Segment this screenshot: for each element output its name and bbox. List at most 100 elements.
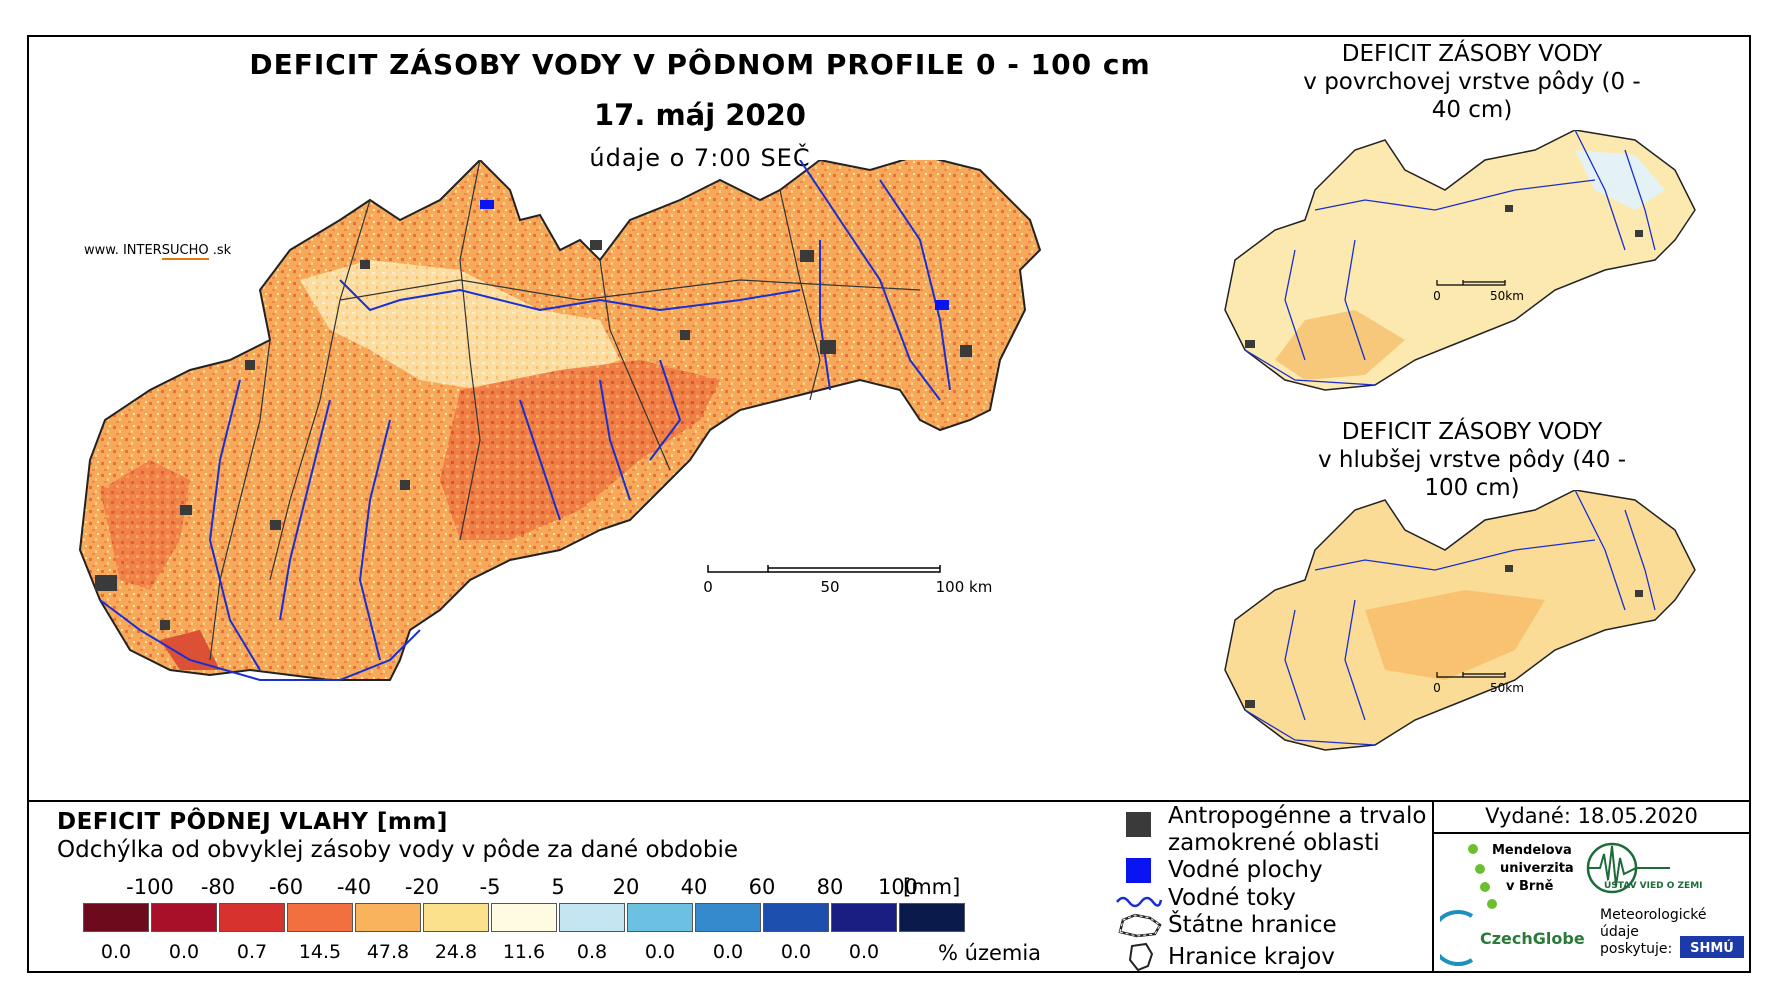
czechglobe-arc — [1440, 910, 1474, 966]
shmu-logo-text: SHMÚ — [1690, 940, 1734, 956]
legend-item-rivers: Vodné toky — [1168, 885, 1296, 911]
czechglobe-logo: CzechGlobe — [1480, 929, 1585, 948]
legend-item-state-border: Štátne hranice — [1168, 912, 1337, 938]
credits-panel — [1432, 800, 1751, 973]
ustav-logo-text: ÚSTAV VIED O ZEMI — [1604, 879, 1703, 891]
red-region — [440, 360, 720, 540]
legend-tick: -40 — [336, 875, 372, 899]
scale-label-100: 100 km — [936, 578, 993, 596]
legend-percent: 0.8 — [576, 941, 608, 963]
met-label-line1: Meteorologické — [1600, 907, 1707, 923]
main-date: 17. máj 2020 — [593, 98, 806, 132]
legend-swatch — [491, 903, 557, 932]
legend-swatch — [287, 903, 353, 932]
legend-tick: -5 — [479, 875, 501, 899]
legend-swatch — [83, 903, 149, 932]
legend-percent: 0.0 — [100, 941, 132, 963]
met-label-line2: údaje — [1600, 924, 1639, 940]
bottom-side-map: 0 50km — [1224, 490, 1696, 751]
main-time: údaje o 7:00 SEČ — [589, 144, 811, 172]
top-side-map: 0 50km — [1224, 130, 1696, 391]
website-link[interactable]: www. INTERSUCHO .sk — [84, 243, 232, 260]
issued-date: Vydané: 18.05.2020 — [1485, 804, 1698, 828]
top-scale-0: 0 — [1433, 289, 1441, 303]
region-border-icon — [1128, 942, 1154, 972]
legend-unit: [mm] — [903, 875, 961, 899]
legend-swatch — [219, 903, 285, 932]
website-prefix: www. INTER — [84, 243, 162, 258]
region-borders — [209, 160, 921, 661]
state-border-icon — [1118, 913, 1162, 938]
scale-label-50: 50 — [820, 578, 839, 596]
main-scale-bar — [707, 565, 941, 573]
legend-tick: 20 — [612, 875, 640, 899]
legend-swatch — [899, 903, 965, 932]
legend-swatch — [151, 903, 217, 932]
top-scale-50: 50km — [1490, 289, 1524, 303]
bottom-map-title-line1: DEFICIT ZÁSOBY VODY — [1341, 419, 1603, 445]
legend-item-water: Vodné plochy — [1168, 857, 1323, 883]
legend-percent: 0.0 — [780, 941, 812, 963]
legend-title: DEFICIT PÔDNEJ VLAHY [mm] — [57, 809, 448, 835]
legend-percent: 14.5 — [298, 941, 342, 963]
legend-percent: 24.8 — [434, 941, 478, 963]
legend-percent: 0.0 — [168, 941, 200, 963]
legend-panel — [27, 800, 1432, 975]
main-map: 0 50 100 km — [78, 160, 1042, 681]
legend-item-urban: Antropogénne a trvalo zamokrené oblasti — [1168, 803, 1426, 857]
light-region — [300, 260, 620, 390]
website-highlight: SUCHO — [161, 243, 209, 260]
legend-tick: -60 — [268, 875, 304, 899]
legend-percent-label: % územia — [938, 941, 1042, 965]
legend-swatch — [559, 903, 625, 932]
bottom-map-title: DEFICIT ZÁSOBY VODY v hlubšej vrstve pôd… — [1302, 418, 1642, 502]
website-suffix: .sk — [208, 243, 232, 258]
urban-area-symbol — [1126, 812, 1151, 837]
legend-percent: 0.0 — [644, 941, 676, 963]
mendel-line1: Mendelova — [1492, 843, 1572, 858]
legend-tick: 60 — [748, 875, 776, 899]
legend-percent: 0.7 — [236, 941, 268, 963]
legend-swatch — [695, 903, 761, 932]
water-body-symbol — [1126, 858, 1151, 883]
shmu-logo: SHMÚ — [1680, 936, 1744, 958]
red-region-south — [160, 630, 220, 670]
legend-percent: 11.6 — [502, 941, 546, 963]
mendel-line3: v Brně — [1506, 879, 1554, 894]
legend-tick: 40 — [680, 875, 708, 899]
bottom-map-title-line2: v hlubšej vrstve pôdy (40 - 100 cm) — [1317, 447, 1627, 501]
urban-areas — [95, 240, 972, 630]
top-map-title-line1: DEFICIT ZÁSOBY VODY — [1341, 41, 1603, 67]
bottom-scale-0: 0 — [1433, 681, 1441, 695]
met-label-line3: poskytuje: — [1600, 941, 1672, 957]
legend-percent: 0.0 — [712, 941, 744, 963]
river-symbol-icon — [1116, 896, 1163, 908]
legend-percent: 0.0 — [848, 941, 880, 963]
legend-swatch — [831, 903, 897, 932]
legend-swatch — [763, 903, 829, 932]
main-title: DEFICIT ZÁSOBY VODY V PÔDNOM PROFILE 0 -… — [249, 48, 1151, 81]
legend-swatch — [423, 903, 489, 932]
red-region-west — [100, 460, 190, 590]
legend-tick: -100 — [126, 875, 174, 899]
legend-tick: -80 — [200, 875, 236, 899]
scale-label-0: 0 — [703, 578, 713, 596]
bottom-scale-50: 50km — [1490, 681, 1524, 695]
mendel-line2: univerzita — [1500, 861, 1574, 876]
legend-item-urban-line1: Antropogénne a trvalo — [1168, 803, 1427, 829]
legend-subtitle: Odchýlka od obvyklej zásoby vody v pôde … — [57, 837, 738, 863]
legend-tick: -20 — [404, 875, 440, 899]
legend-swatch — [355, 903, 421, 932]
ustav-logo — [1586, 842, 1670, 894]
rivers — [99, 160, 951, 681]
legend-tick: 100 — [877, 875, 919, 899]
legend-percent: 47.8 — [366, 941, 410, 963]
top-map-title: DEFICIT ZÁSOBY VODY v povrchovej vrstve … — [1302, 40, 1642, 124]
mendel-logo-dots — [1468, 844, 1497, 909]
credits-divider — [1432, 832, 1751, 834]
legend-tick: 5 — [551, 875, 565, 899]
legend-tick: 80 — [816, 875, 844, 899]
top-map-title-line2: v povrchovej vrstve pôdy (0 - 40 cm) — [1303, 69, 1641, 123]
legend-swatch — [627, 903, 693, 932]
legend-item-region-border: Hranice krajov — [1168, 944, 1335, 970]
